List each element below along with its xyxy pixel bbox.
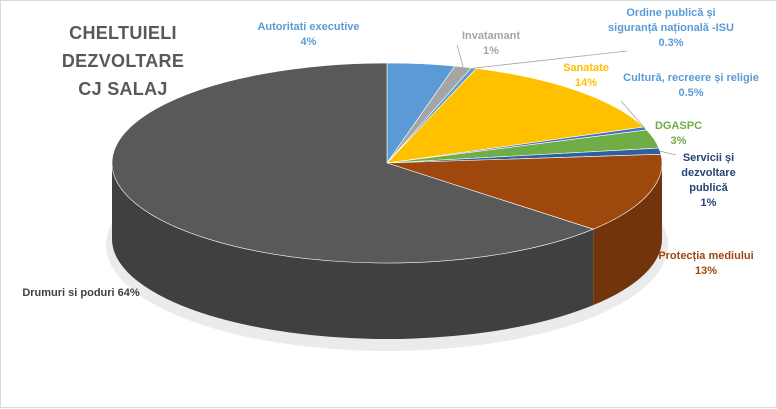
data-label-sanatate: Sanatate 14% [536,61,636,91]
data-label-ordine-publica-si-siguranta-nationala-isu: Ordine publică și siguranță națională -IS… [591,6,751,51]
data-label-line: 3% [670,135,687,147]
data-label-dgaspc: DGASPC 3% [646,119,711,149]
data-label-line: dezvoltare [681,167,736,179]
data-label-line: Invatamant [461,30,521,42]
data-label-line: 4% [300,36,317,48]
data-label-line: 0.3% [658,37,684,49]
data-label-line: Autoritati executive [257,21,360,33]
data-label-line: 0.5% [678,87,704,99]
leader-line-invatamant [456,44,464,68]
pie-slices [111,62,663,264]
chart-title-line-2: CJ SALAJ [78,79,168,99]
leader-line-cultura-recreere-si-religie [620,100,646,129]
data-label-line: 1% [700,197,717,209]
leader-lines [456,44,677,156]
data-label-line: Cultură, recreere și religie [623,72,759,84]
data-label-invatamant: Invatamant 1% [446,29,536,59]
data-label-line: Protecția mediului [658,250,754,262]
chart-title: CHELTUIELI DEZVOLTARE CJ SALAJ [13,19,233,103]
chart-title-line-1: CHELTUIELI DEZVOLTARE [61,23,185,71]
slice-protectia-mediului [386,153,663,230]
data-label-line: DGASPC [654,120,703,132]
side-protectia-mediului [593,163,662,306]
data-label-line: Drumuri si poduri 64% [22,287,140,299]
side-drumuri-si-poduri [112,163,594,340]
data-label-cultura-recreere-si-religie: Cultură, recreere și religie 0.5% [611,71,771,101]
slice-drumuri-si-poduri [111,62,595,264]
data-label-servicii-si-dezvoltare-publica: Servicii și dezvoltare publică 1% [676,151,741,211]
data-label-line: 13% [694,265,718,277]
data-label-line: siguranță națională -ISU [608,22,734,34]
data-label-line: Servicii și [682,152,735,164]
leader-line-servicii-si-dezvoltare-publica [659,150,677,156]
slice-sanatate [386,68,645,164]
data-label-drumuri-si-poduri: Drumuri si poduri 64% [1,286,161,301]
leader-line-ordine-publica-si-siguranta-nationala-isu [473,50,628,69]
data-label-autoritati-executive: Autoritati executive 4% [246,20,371,50]
pie-side-walls [112,163,662,340]
data-label-line: publică [689,182,728,194]
data-label-line: 1% [483,45,499,57]
data-label-protectia-mediului: Protecția mediului 13% [641,249,771,279]
data-label-line: Sanatate [563,62,609,74]
data-label-line: Ordine publică și [626,7,716,19]
data-label-line: 14% [574,77,598,89]
